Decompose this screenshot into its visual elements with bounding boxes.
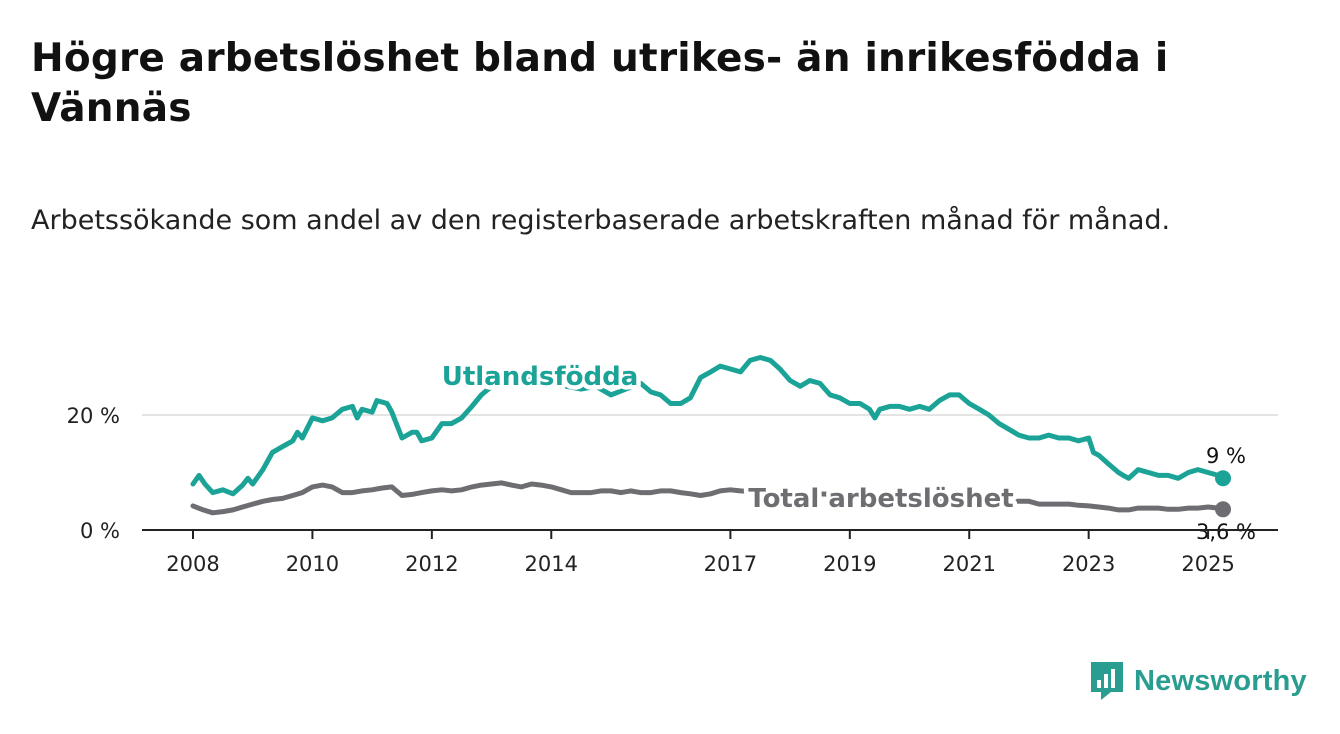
label-layer: Utlandsfödda Total arbetslöshet 9 % 3,6 % [437,358,1259,548]
x-tick-label: 2019 [823,552,876,576]
series-label-utlandsfodda: Utlandsfödda [442,362,639,392]
brand-name: Newsworthy [1134,664,1307,697]
newsworthy-logo-icon [1091,662,1123,700]
x-tick-label: 2017 [704,552,757,576]
series-line-total [190,480,1226,516]
end-label-total: 3,6 % [1196,520,1256,544]
x-tick-label: 2008 [166,552,219,576]
axis-layer: 0 % 20 % 2008 2010 2012 2014 2017 2019 2021 2023 2… [67,404,1278,576]
chart-subtitle: Arbetssökande som andel av den registerb… [31,205,1171,236]
series-layer [190,355,1232,518]
series-line-foreign [190,355,1226,497]
y-tick-label: 20 % [67,404,120,428]
y-tick-label: 0 % [80,519,120,543]
x-tick-label: 2010 [286,552,339,576]
x-tick-label: 2014 [525,552,578,576]
newsworthy-logo: Newsworthy [1089,660,1307,702]
x-tick-label: 2023 [1062,552,1115,576]
x-tick-label: 2021 [943,552,996,576]
series-label-total: Total arbetslöshet [748,484,1013,514]
x-tick-label: 2012 [405,552,458,576]
end-label-foreign: 9 % [1206,444,1246,468]
end-point-total [1215,501,1232,518]
x-tick-label: 2025 [1181,552,1234,576]
end-point-foreign [1215,470,1232,487]
chart-title: Högre arbetslöshet bland utrikes- än inr… [31,36,1169,131]
